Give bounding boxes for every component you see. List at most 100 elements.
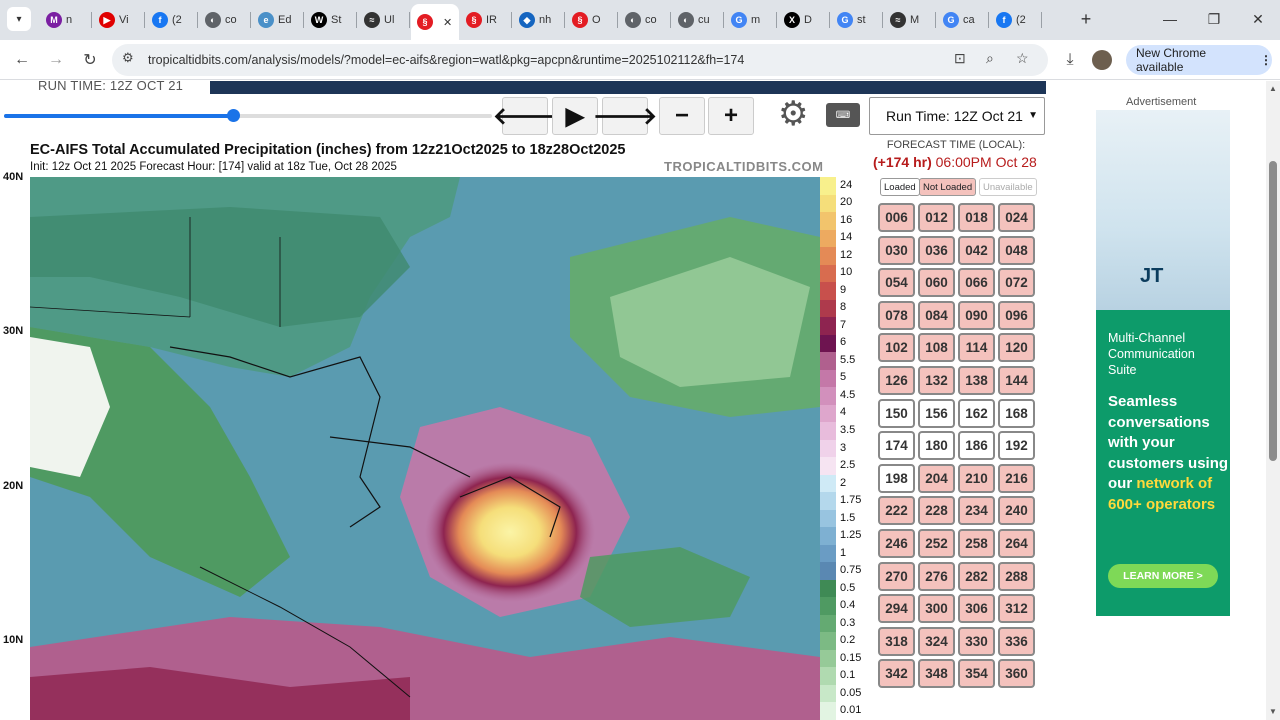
- forecast-hour-button[interactable]: 210: [958, 463, 995, 493]
- play-button[interactable]: ▶: [552, 97, 598, 135]
- browser-tab[interactable]: ◆ nh: [513, 4, 565, 36]
- scroll-down-icon[interactable]: ▼: [1269, 707, 1277, 716]
- forecast-hour-button[interactable]: 066: [958, 268, 995, 298]
- forecast-hour-button[interactable]: 234: [958, 496, 995, 526]
- browser-tab[interactable]: ◐ cu: [672, 4, 724, 36]
- minimize-button[interactable]: —: [1163, 11, 1177, 27]
- forecast-hour-button[interactable]: 264: [998, 529, 1035, 558]
- forecast-hour-button[interactable]: 162: [958, 398, 995, 428]
- reload-button[interactable]: ↻: [83, 52, 97, 69]
- forward-button[interactable]: →: [48, 51, 64, 68]
- precipitation-map[interactable]: [30, 177, 820, 720]
- browser-tab[interactable]: f (2: [146, 4, 198, 36]
- forecast-hour-button[interactable]: 198: [878, 463, 915, 493]
- forecast-hour-button[interactable]: 078: [878, 300, 915, 330]
- page-scrollbar[interactable]: ▲ ▼: [1266, 81, 1280, 720]
- browser-tab[interactable]: § O: [566, 4, 618, 36]
- zoom-icon[interactable]: ⌕: [986, 50, 994, 66]
- browser-tab[interactable]: ▶ Vi: [93, 4, 145, 36]
- forecast-hour-button[interactable]: 282: [958, 561, 995, 591]
- advertisement[interactable]: JT Multi-Channel Communication Suite Sea…: [1096, 110, 1230, 616]
- forecast-hour-button[interactable]: 270: [878, 561, 915, 591]
- new-chrome-button[interactable]: New Chrome available ⋮: [1126, 45, 1272, 75]
- forecast-hour-button[interactable]: 312: [998, 594, 1035, 624]
- forecast-hour-button[interactable]: 012: [918, 203, 955, 232]
- forecast-hour-button[interactable]: 150: [878, 398, 915, 428]
- next-button[interactable]: 🡒: [593, 97, 657, 135]
- forecast-hour-button[interactable]: 330: [958, 626, 995, 656]
- downloads-icon[interactable]: ⤓: [1066, 51, 1074, 68]
- forecast-hour-button[interactable]: 318: [878, 626, 915, 656]
- forecast-hour-button[interactable]: 126: [878, 366, 915, 395]
- settings-gear-icon[interactable]: ⚙: [778, 95, 809, 133]
- forecast-hour-button[interactable]: 174: [878, 431, 915, 461]
- forecast-hour-button[interactable]: 258: [958, 529, 995, 558]
- forecast-hour-button[interactable]: 348: [918, 659, 955, 689]
- forecast-hour-button[interactable]: 252: [918, 529, 955, 558]
- forecast-hour-button[interactable]: 186: [958, 431, 995, 461]
- forecast-hour-button[interactable]: 360: [998, 659, 1035, 689]
- forecast-hour-button[interactable]: 120: [998, 333, 1035, 363]
- forecast-hour-button[interactable]: 294: [878, 594, 915, 624]
- forecast-hour-button[interactable]: 060: [918, 268, 955, 298]
- forecast-hour-button[interactable]: 276: [918, 561, 955, 591]
- forecast-hour-button[interactable]: 018: [958, 203, 995, 232]
- new-tab-button[interactable]: +: [1080, 8, 1092, 29]
- forecast-hour-button[interactable]: 228: [918, 496, 955, 526]
- forecast-hour-button[interactable]: 336: [998, 626, 1035, 656]
- browser-tab[interactable]: W St: [305, 4, 357, 36]
- forecast-hour-button[interactable]: 144: [998, 366, 1035, 395]
- browser-tab[interactable]: e Ed: [252, 4, 304, 36]
- forecast-hour-button[interactable]: 192: [998, 431, 1035, 461]
- forecast-hour-button[interactable]: 180: [918, 431, 955, 461]
- restore-button[interactable]: ❐: [1207, 10, 1221, 27]
- scroll-up-icon[interactable]: ▲: [1269, 84, 1277, 93]
- bookmark-star-icon[interactable]: ☆: [1016, 50, 1029, 66]
- browser-tab[interactable]: ≈ M: [884, 4, 936, 36]
- forecast-slider[interactable]: [4, 109, 492, 122]
- browser-tab[interactable]: ◐ co: [199, 4, 251, 36]
- forecast-hour-button[interactable]: 036: [918, 235, 955, 265]
- forecast-hour-button[interactable]: 342: [878, 659, 915, 689]
- forecast-hour-button[interactable]: 132: [918, 366, 955, 395]
- forecast-hour-button[interactable]: 042: [958, 235, 995, 265]
- forecast-hour-button[interactable]: 090: [958, 300, 995, 330]
- more-menu-icon[interactable]: ⋮: [1260, 53, 1272, 67]
- forecast-hour-button[interactable]: 096: [998, 300, 1035, 330]
- forecast-hour-button[interactable]: 168: [998, 398, 1035, 428]
- forecast-hour-button[interactable]: 102: [878, 333, 915, 363]
- forecast-hour-button[interactable]: 114: [958, 333, 995, 363]
- forecast-hour-button[interactable]: 216: [998, 463, 1035, 493]
- forecast-hour-button[interactable]: 054: [878, 268, 915, 298]
- forecast-hour-button[interactable]: 300: [918, 594, 955, 624]
- browser-tab[interactable]: ◐ co: [619, 4, 671, 36]
- site-info-icon[interactable]: ⚙: [122, 50, 134, 65]
- forecast-hour-button[interactable]: 306: [958, 594, 995, 624]
- close-window-button[interactable]: ✕: [1252, 10, 1264, 27]
- forecast-hour-button[interactable]: 204: [918, 463, 955, 493]
- browser-tab[interactable]: § IR: [460, 4, 512, 36]
- profile-avatar[interactable]: [1092, 50, 1112, 70]
- address-bar[interactable]: ⚙ tropicaltidbits.com/analysis/models/?m…: [112, 44, 1048, 76]
- keyboard-icon[interactable]: ⌨: [826, 103, 860, 127]
- forecast-hour-button[interactable]: 108: [918, 333, 955, 363]
- forecast-hour-button[interactable]: 324: [918, 626, 955, 656]
- forecast-hour-button[interactable]: 354: [958, 659, 995, 689]
- forecast-hour-button[interactable]: 222: [878, 496, 915, 526]
- forecast-hour-button[interactable]: 048: [998, 235, 1035, 265]
- zoom-out-button[interactable]: −: [659, 97, 705, 135]
- forecast-hour-button[interactable]: 240: [998, 496, 1035, 526]
- browser-tab[interactable]: f (2: [990, 4, 1042, 36]
- forecast-hour-button[interactable]: 006: [878, 203, 915, 232]
- scrollbar-thumb[interactable]: [1269, 161, 1277, 461]
- ad-learn-more-button[interactable]: LEARN MORE >: [1108, 564, 1218, 588]
- browser-tab[interactable]: § ✕: [411, 4, 459, 40]
- run-time-select[interactable]: Run Time: 12Z Oct 21 ▼: [869, 97, 1045, 135]
- slider-track[interactable]: [4, 114, 492, 118]
- back-button[interactable]: ←: [14, 51, 30, 68]
